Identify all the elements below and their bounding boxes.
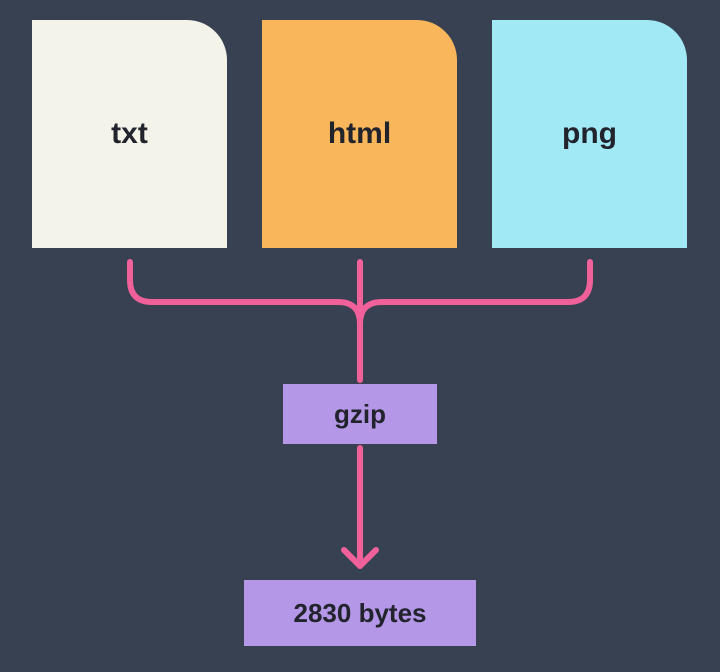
file-card-png: png (492, 20, 687, 248)
file-card-txt: txt (32, 20, 227, 248)
file-label-png: png (562, 117, 617, 151)
output-box-bytes: 2830 bytes (244, 580, 476, 646)
file-card-html: html (262, 20, 457, 248)
process-label: gzip (334, 399, 386, 430)
file-label-txt: txt (111, 117, 148, 151)
diagram-canvas: txt html png gzip 2830 bytes (0, 0, 720, 672)
process-box-gzip: gzip (283, 384, 437, 444)
file-label-html: html (328, 117, 391, 151)
output-label: 2830 bytes (294, 598, 427, 629)
